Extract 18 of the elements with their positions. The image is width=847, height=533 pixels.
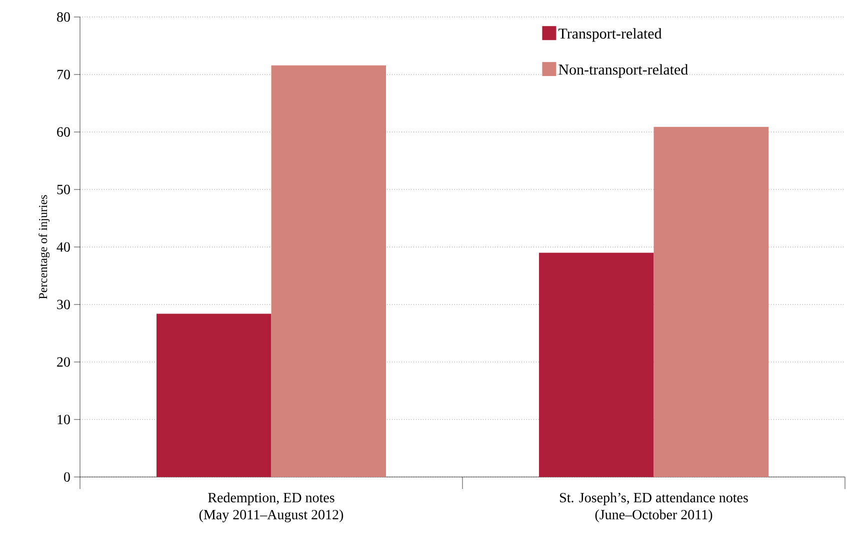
y-tick-label: 80 <box>57 12 70 22</box>
bar <box>271 65 386 477</box>
y-tick-label: 50 <box>57 184 70 194</box>
bar <box>654 126 768 477</box>
y-tick-label: 20 <box>57 357 70 367</box>
bar <box>156 314 272 477</box>
y-tick-label: 30 <box>57 300 70 310</box>
legend-label: Non-transport-related <box>558 64 688 78</box>
y-tick-label: 60 <box>57 127 70 137</box>
y-tick-label: 0 <box>64 472 70 482</box>
legend-label: Transport-related <box>558 28 662 42</box>
y-tick-label: 10 <box>58 414 70 424</box>
x-tick-label: Redemption, ED notes (May 2011–August 2012) <box>199 492 344 522</box>
y-axis-title: Percentage of injuries <box>38 195 50 299</box>
bar <box>539 252 654 477</box>
x-tick-label: St. Joseph’s, ED attendance notes (June–October 2011) <box>560 492 748 522</box>
y-tick-label: 40 <box>56 242 70 252</box>
y-tick-label: 70 <box>57 70 70 80</box>
